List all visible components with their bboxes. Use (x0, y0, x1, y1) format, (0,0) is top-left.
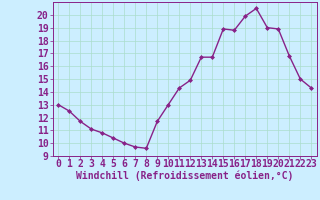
X-axis label: Windchill (Refroidissement éolien,°C): Windchill (Refroidissement éolien,°C) (76, 170, 293, 181)
